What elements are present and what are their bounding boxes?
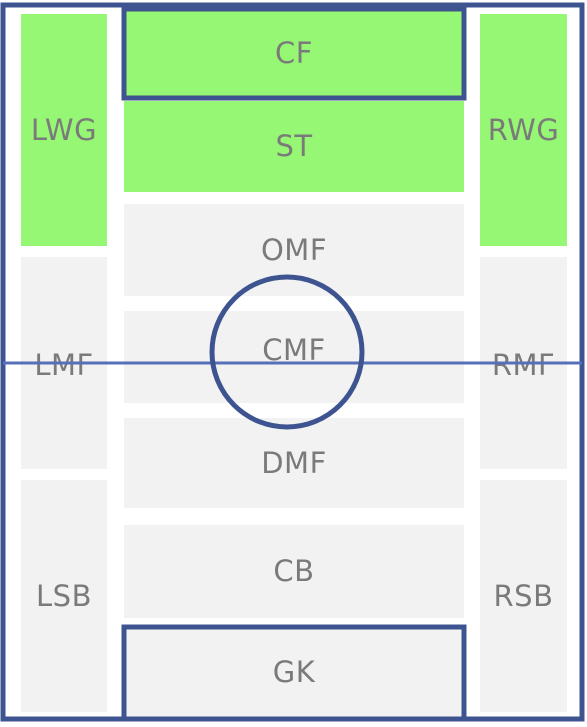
- zone-rsb[interactable]: RSB: [480, 480, 567, 712]
- zone-rmf[interactable]: RMF: [480, 257, 567, 469]
- zone-label-gk: GK: [273, 658, 316, 687]
- zone-label-dmf: DMF: [261, 449, 327, 478]
- zone-gk[interactable]: GK: [124, 627, 464, 717]
- zone-label-cf: CF: [275, 39, 313, 68]
- zone-label-omf: OMF: [261, 236, 327, 265]
- zone-label-cmf: CMF: [262, 336, 325, 365]
- zone-dmf[interactable]: DMF: [124, 418, 464, 508]
- zone-label-lwg: LWG: [31, 116, 97, 145]
- zone-label-lsb: LSB: [36, 582, 92, 611]
- zone-lwg[interactable]: LWG: [21, 14, 107, 246]
- zone-label-st: ST: [275, 132, 312, 161]
- zone-label-lmf: LMF: [34, 351, 93, 380]
- zone-st[interactable]: ST: [124, 101, 464, 192]
- zone-lmf[interactable]: LMF: [21, 257, 107, 469]
- zone-cf[interactable]: CF: [124, 9, 464, 98]
- zone-lsb[interactable]: LSB: [21, 480, 107, 712]
- zone-label-rwg: RWG: [488, 116, 560, 145]
- zone-cmf[interactable]: CMF: [124, 311, 464, 403]
- zone-label-cb: CB: [273, 557, 314, 586]
- zone-label-rsb: RSB: [494, 582, 554, 611]
- zone-label-rmf: RMF: [492, 351, 555, 380]
- zone-omf[interactable]: OMF: [124, 204, 464, 296]
- zone-rwg[interactable]: RWG: [480, 14, 567, 246]
- zone-cb[interactable]: CB: [124, 525, 464, 618]
